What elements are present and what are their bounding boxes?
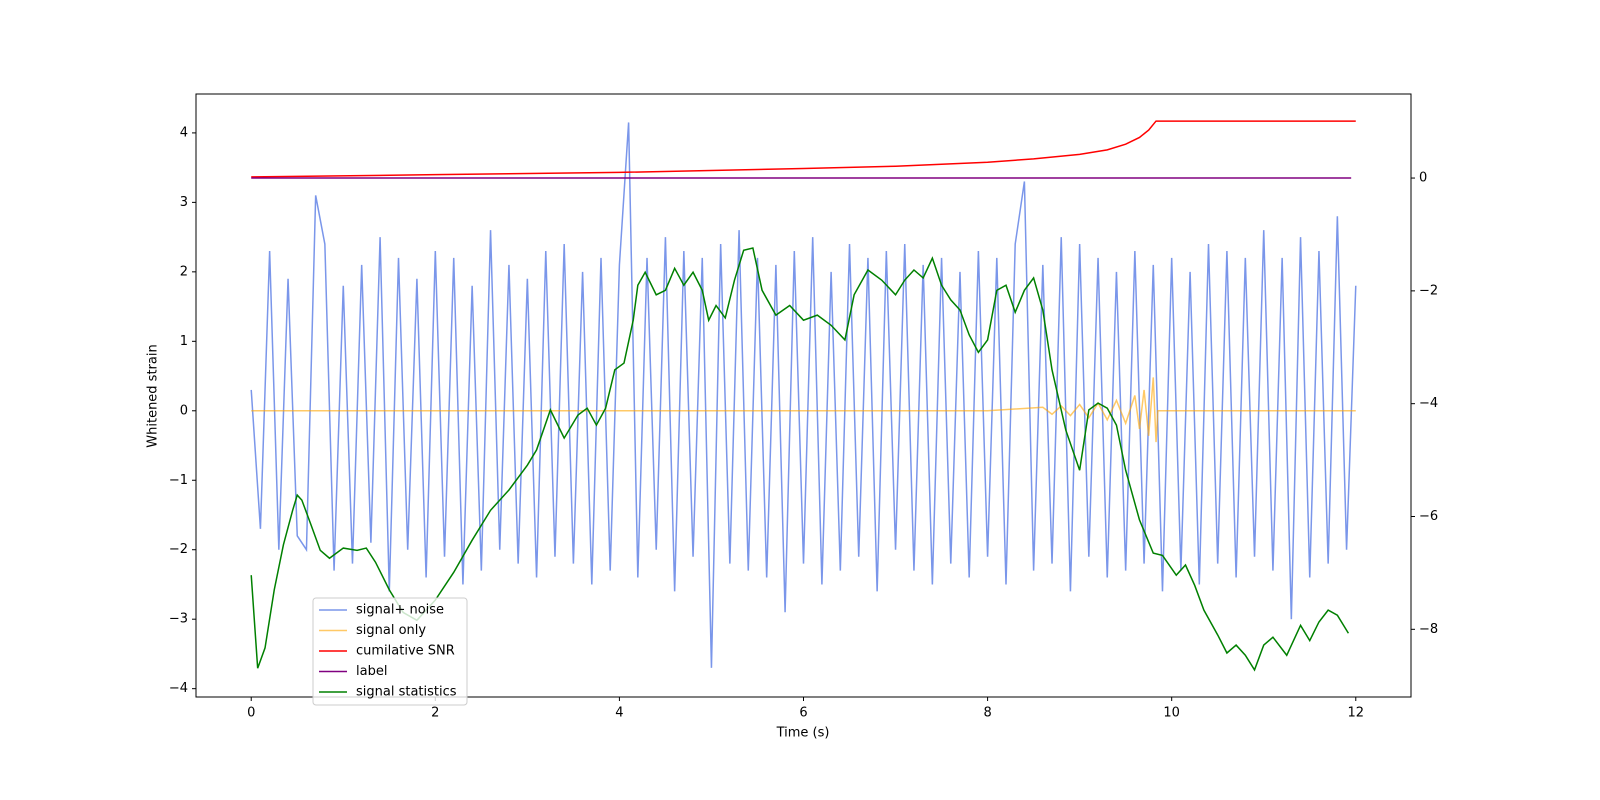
series-line — [251, 120, 1356, 178]
x-axis-label: Time (s) — [776, 726, 830, 741]
legend-label: signal statistics — [356, 685, 457, 700]
y-tick-label: −3 — [169, 612, 188, 627]
y-axis-label: Whitened strain — [146, 344, 161, 447]
legend: signal+ noise signal only cumilative SNR la… — [312, 597, 468, 706]
y-tick-label: −2 — [169, 542, 188, 557]
y-tick-label: 0 — [180, 403, 188, 418]
x-tick-label: 2 — [431, 706, 439, 721]
x-tick-label: 6 — [799, 706, 807, 721]
x-tick-label: 10 — [1163, 706, 1180, 721]
series-line — [251, 377, 1356, 443]
y-tick-label: 3 — [180, 195, 188, 210]
x-tick-label: 4 — [615, 706, 623, 721]
series-line — [250, 122, 1357, 668]
plot-frame — [195, 93, 1412, 698]
y2-tick-label: −6 — [1419, 509, 1438, 524]
y-tick-label: 1 — [180, 334, 188, 349]
legend-label: signal only — [356, 623, 426, 638]
x-tick-label: 8 — [983, 706, 991, 721]
legend-label: cumilative SNR — [356, 644, 455, 659]
y-tick-label: 4 — [180, 125, 188, 140]
y-tick-label: −4 — [169, 681, 188, 696]
legend-box — [312, 597, 468, 706]
x-tick-label: 12 — [1347, 706, 1364, 721]
y2-tick-label: −4 — [1419, 396, 1438, 411]
y2-tick-label: −2 — [1419, 283, 1438, 298]
legend-label: signal+ noise — [356, 603, 444, 618]
y-tick-label: 2 — [180, 264, 188, 279]
y2-tick-label: 0 — [1419, 171, 1427, 186]
legend-label: label — [356, 664, 387, 679]
y-tick-label: −1 — [169, 473, 188, 488]
x-tick-label: 0 — [247, 706, 255, 721]
y2-tick-label: −8 — [1419, 622, 1438, 637]
